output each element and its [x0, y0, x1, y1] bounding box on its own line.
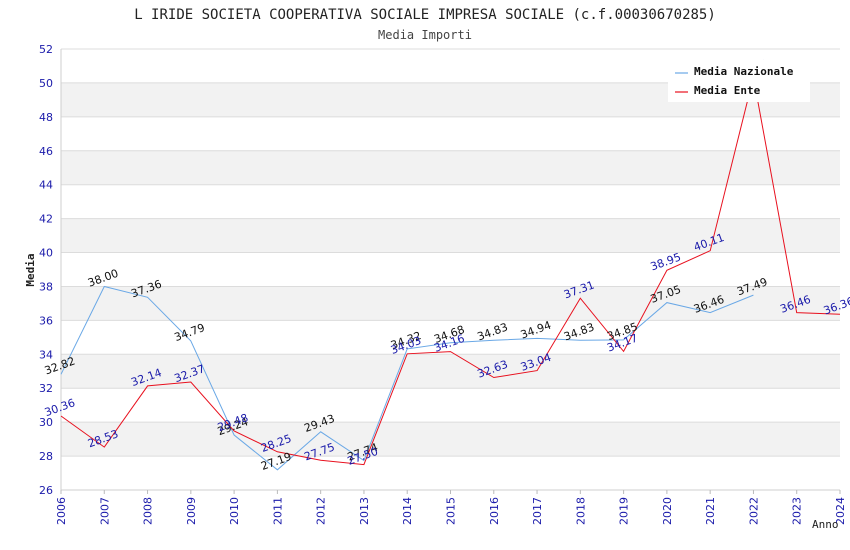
legend-box	[668, 60, 810, 102]
band-40	[61, 218, 840, 253]
x-tick-2021: 2021	[704, 497, 717, 525]
band-26	[61, 456, 840, 490]
x-tick-2006: 2006	[55, 497, 68, 525]
x-tick-2013: 2013	[358, 497, 371, 525]
y-tick-52: 52	[39, 43, 53, 56]
x-tick-2012: 2012	[315, 497, 328, 525]
x-tick-2007: 2007	[98, 497, 111, 525]
x-tick-2010: 2010	[228, 497, 241, 525]
plot-background-bands	[61, 49, 840, 490]
band-30	[61, 388, 840, 423]
x-tick-2011: 2011	[271, 497, 284, 525]
band-46	[61, 116, 840, 151]
legend-label-media-ente: Media Ente	[694, 84, 761, 97]
y-tick-44: 44	[39, 179, 53, 192]
y-axis-label: Media	[24, 253, 37, 286]
x-tick-2017: 2017	[531, 497, 544, 525]
band-28	[61, 422, 840, 457]
legend: Media Nazionale Media Ente	[668, 60, 810, 102]
band-44	[61, 150, 840, 185]
band-36	[61, 286, 840, 321]
series-lines	[60, 77, 841, 471]
x-tick-2023: 2023	[791, 497, 804, 525]
band-34	[61, 320, 840, 355]
y-tick-48: 48	[39, 111, 53, 124]
x-tick-2014: 2014	[401, 497, 414, 525]
y-tick-40: 40	[39, 247, 53, 260]
x-tick-2015: 2015	[445, 497, 458, 525]
x-axis-label: Anno	[812, 518, 839, 531]
legend-label-media-nazionale: Media Nazionale	[694, 65, 794, 78]
band-38	[61, 252, 840, 287]
y-tick-32: 32	[39, 382, 53, 395]
x-tick-2009: 2009	[185, 497, 198, 525]
x-tick-2008: 2008	[142, 497, 155, 525]
x-tick-2020: 2020	[661, 497, 674, 525]
series-line-media-ente	[60, 77, 841, 466]
y-tick-34: 34	[39, 348, 53, 361]
x-tick-2022: 2022	[747, 497, 760, 525]
chart-subtitle: Media Importi	[378, 28, 472, 42]
chart-title: L IRIDE SOCIETA COOPERATIVA SOCIALE IMPR…	[134, 7, 716, 23]
x-tick-labels: 2006 2007 2008 2009 2010 2011 2012 2013 2014 2015…	[55, 490, 847, 525]
y-tick-labels: 26 28 30 32 34 36 38 40 42 44 46 48 50 52	[39, 43, 53, 497]
series-line-media-nazionale	[60, 285, 754, 471]
y-tick-36: 36	[39, 314, 53, 327]
y-tick-46: 46	[39, 145, 53, 158]
y-tick-28: 28	[39, 450, 53, 463]
y-tick-30: 30	[39, 416, 53, 429]
band-42	[61, 184, 840, 219]
y-tick-26: 26	[39, 484, 53, 497]
x-tick-2019: 2019	[618, 497, 631, 525]
x-tick-2016: 2016	[488, 497, 501, 525]
y-tick-42: 42	[39, 213, 53, 226]
x-tick-2024: 2024	[834, 497, 847, 525]
y-tick-50: 50	[39, 77, 53, 90]
x-tick-2018: 2018	[574, 497, 587, 525]
y-tick-38: 38	[39, 280, 53, 293]
